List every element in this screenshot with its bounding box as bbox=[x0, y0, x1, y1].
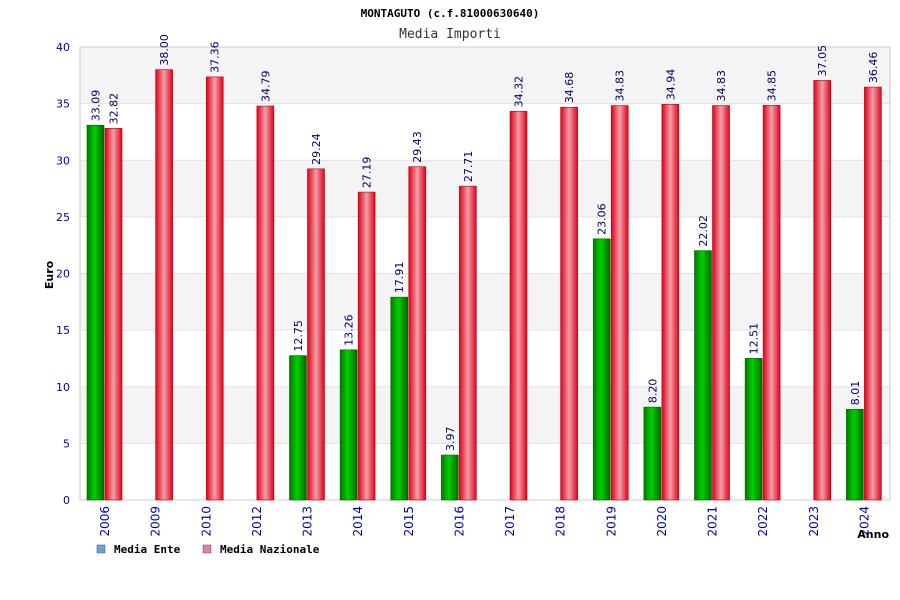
data-labels: 33.09 32.82 38.00 37.36 34.79 12.75 29.24 13.26… bbox=[90, 34, 880, 451]
data-label-media-nazionale-2020: 34.94 bbox=[664, 69, 677, 101]
x-tick-label-2016: 2016 bbox=[452, 506, 466, 537]
x-axis-label: Anno bbox=[857, 528, 889, 541]
bar-media-nazionale-2012 bbox=[256, 105, 275, 501]
x-tick-label-2021: 2021 bbox=[706, 506, 720, 537]
plot-frame bbox=[79, 46, 891, 501]
data-label-media-nazionale-2022: 34.85 bbox=[766, 70, 779, 102]
data-label-media-nazionale-2010: 37.36 bbox=[209, 41, 222, 73]
y-axis-ticks: 0 5 10 15 20 25 30 35 40 bbox=[56, 41, 70, 507]
y-tick-label: 15 bbox=[56, 324, 70, 337]
bar-media-nazionale-2006 bbox=[104, 128, 123, 501]
bar-media-nazionale-2010 bbox=[205, 76, 224, 501]
x-axis-ticks: 2006 2009 2010 2012 2013 2014 2015 2016 2017 2018… bbox=[98, 506, 871, 537]
bar-media-nazionale-2020 bbox=[661, 104, 680, 501]
bar-media-nazionale-2022 bbox=[762, 105, 781, 501]
data-label-media-nazionale-2024: 36.46 bbox=[867, 52, 880, 84]
x-tick-label-2019: 2019 bbox=[604, 506, 618, 537]
bars bbox=[86, 69, 882, 501]
data-label-media-ente-2013: 12.75 bbox=[292, 320, 305, 352]
data-label-media-nazionale-2013: 29.24 bbox=[310, 133, 323, 165]
data-label-media-nazionale-2014: 27.19 bbox=[361, 157, 374, 189]
bar-media-nazionale-2017 bbox=[509, 111, 528, 501]
data-label-media-nazionale-2019: 34.83 bbox=[614, 70, 627, 102]
bar-media-nazionale-2023 bbox=[813, 80, 832, 501]
bar-media-ente-2014 bbox=[339, 349, 358, 501]
data-label-media-nazionale-2017: 34.32 bbox=[513, 76, 526, 108]
data-label-media-nazionale-2016: 27.71 bbox=[462, 151, 475, 183]
data-label-media-ente-2014: 13.26 bbox=[343, 314, 356, 346]
data-label-media-nazionale-2023: 37.05 bbox=[816, 45, 829, 77]
x-tick-label-2009: 2009 bbox=[149, 506, 163, 537]
x-tick-label-2022: 2022 bbox=[756, 506, 770, 537]
x-tick-label-2024: 2024 bbox=[857, 506, 871, 537]
legend-label-media-ente: Media Ente bbox=[114, 543, 181, 556]
data-label-media-nazionale-2018: 34.68 bbox=[563, 72, 576, 104]
bar-media-nazionale-2018 bbox=[560, 106, 578, 501]
x-tick-label-2015: 2015 bbox=[402, 506, 416, 537]
bar-media-ente-2024 bbox=[846, 408, 864, 501]
data-label-media-ente-2024: 8.01 bbox=[849, 381, 862, 406]
bar-media-ente-2019 bbox=[592, 238, 611, 501]
data-label-media-ente-2006: 33.09 bbox=[90, 90, 103, 122]
bar-media-nazionale-2024 bbox=[864, 86, 882, 501]
bar-media-nazionale-2021 bbox=[712, 105, 730, 501]
bar-media-nazionale-2019 bbox=[610, 105, 629, 501]
x-tick-label-2010: 2010 bbox=[199, 506, 213, 537]
bar-media-nazionale-2016 bbox=[459, 185, 477, 501]
bar-media-ente-2021 bbox=[694, 250, 712, 501]
data-label-media-ente-2021: 22.02 bbox=[697, 215, 710, 247]
x-tick-label-2012: 2012 bbox=[250, 506, 264, 537]
bar-media-ente-2015 bbox=[390, 296, 409, 501]
bar-media-ente-2020 bbox=[643, 406, 662, 501]
x-tick-label-2017: 2017 bbox=[503, 506, 517, 537]
y-tick-label: 5 bbox=[63, 437, 70, 450]
legend-swatch-media-ente bbox=[96, 544, 106, 554]
bar-media-nazionale-2009 bbox=[155, 69, 173, 501]
data-label-media-nazionale-2006: 32.82 bbox=[108, 93, 121, 125]
y-tick-label: 35 bbox=[56, 98, 70, 111]
legend: Media Ente Media Nazionale bbox=[96, 543, 320, 556]
bar-media-ente-2006 bbox=[86, 124, 105, 501]
legend-label-media-nazionale: Media Nazionale bbox=[220, 543, 320, 556]
bar-media-nazionale-2015 bbox=[408, 166, 427, 501]
y-tick-label: 40 bbox=[56, 41, 70, 54]
data-label-media-nazionale-2015: 29.43 bbox=[411, 131, 424, 163]
chart-title: MONTAGUTO (c.f.81000630640) bbox=[361, 7, 540, 20]
data-label-media-ente-2016: 3.97 bbox=[444, 427, 457, 452]
bar-media-ente-2013 bbox=[289, 355, 307, 501]
y-tick-label: 0 bbox=[63, 494, 70, 507]
legend-swatch-media-nazionale bbox=[202, 544, 212, 554]
x-tick-label-2013: 2013 bbox=[301, 506, 315, 537]
data-label-media-ente-2020: 8.20 bbox=[646, 379, 659, 404]
y-tick-label: 10 bbox=[56, 381, 70, 394]
x-tick-label-2018: 2018 bbox=[554, 506, 568, 537]
data-label-media-ente-2015: 17.91 bbox=[393, 262, 406, 294]
y-tick-label: 25 bbox=[56, 211, 70, 224]
data-label-media-ente-2019: 23.06 bbox=[596, 203, 609, 235]
bar-media-nazionale-2014 bbox=[357, 191, 376, 501]
x-tick-label-2023: 2023 bbox=[807, 506, 821, 537]
bar-media-ente-2016 bbox=[441, 454, 459, 501]
y-tick-label: 30 bbox=[56, 154, 70, 167]
x-tick-label-2006: 2006 bbox=[98, 506, 112, 537]
data-label-media-nazionale-2012: 34.79 bbox=[259, 71, 272, 103]
y-tick-label: 20 bbox=[56, 268, 70, 281]
data-label-media-nazionale-2009: 38.00 bbox=[158, 34, 171, 66]
data-label-media-nazionale-2021: 34.83 bbox=[715, 70, 728, 102]
x-tick-label-2020: 2020 bbox=[655, 506, 669, 537]
x-tick-label-2014: 2014 bbox=[351, 506, 365, 537]
data-label-media-ente-2022: 12.51 bbox=[748, 323, 761, 355]
chart-subtitle: Media Importi bbox=[399, 27, 501, 42]
bar-media-nazionale-2013 bbox=[307, 168, 325, 501]
bar-media-ente-2022 bbox=[744, 358, 763, 501]
y-axis-label: Euro bbox=[43, 260, 56, 289]
